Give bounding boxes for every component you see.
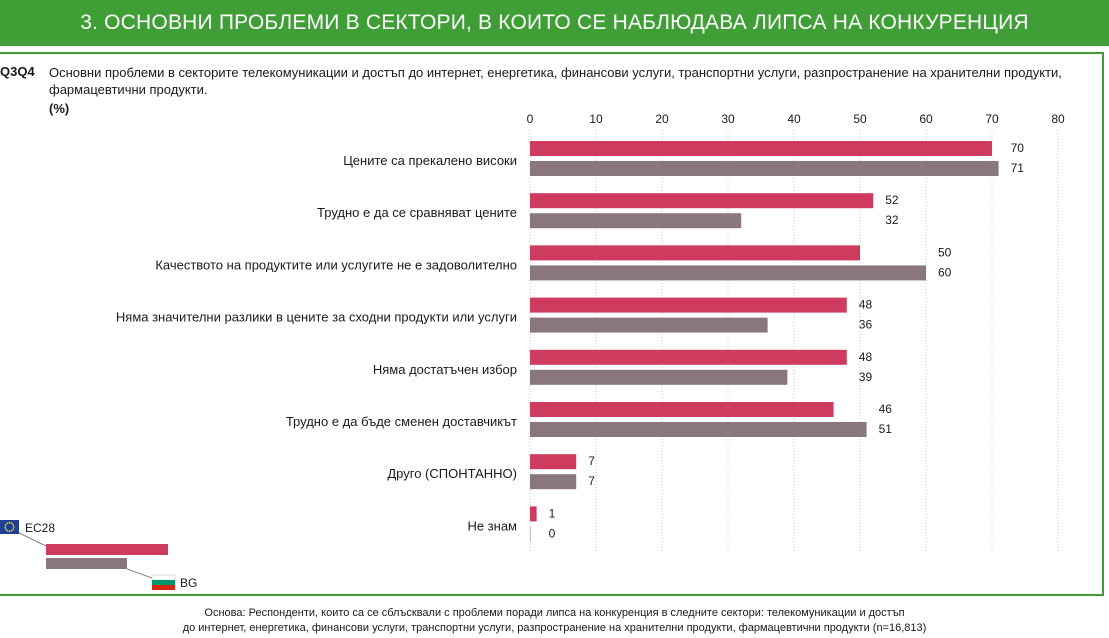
data-label-eu28: 52: [885, 193, 899, 207]
footnote: Основа: Респонденти, които са се сблъскв…: [0, 606, 1109, 636]
bar-bg: [530, 161, 999, 176]
bar-bg: [530, 526, 531, 542]
data-label-bg: 7: [588, 474, 595, 488]
x-tick-label: 40: [787, 112, 801, 126]
x-tick-label: 70: [985, 112, 999, 126]
data-label-eu28: 70: [1011, 141, 1025, 155]
data-label-eu28: 1: [549, 506, 556, 520]
legend-swatch-eu28: [46, 544, 168, 555]
question-text: Основни проблеми в секторите телекомуник…: [49, 65, 1062, 97]
page-header: 3. ОСНОВНИ ПРОБЛЕМИ В СЕКТОРИ, В КОИТО С…: [0, 0, 1109, 46]
page-title: 3. ОСНОВНИ ПРОБЛЕМИ В СЕКТОРИ, В КОИТО С…: [80, 11, 1029, 34]
x-tick-label: 30: [721, 112, 735, 126]
category-label: Няма значителни разлики в цените за сход…: [116, 310, 517, 325]
data-label-bg: 71: [1011, 161, 1025, 175]
legend-connector: [126, 568, 153, 579]
bg-flag-icon: [151, 574, 176, 581]
bar-eu28: [530, 402, 834, 417]
bar-bg: [530, 265, 926, 281]
data-label-bg: 51: [879, 422, 893, 436]
eu-flag-star: [10, 522, 13, 525]
legend-swatch-bg: [46, 558, 127, 569]
legend-connector: [18, 532, 47, 547]
bar-eu28: [530, 454, 577, 470]
data-label-bg: 60: [938, 265, 952, 279]
bar-eu28: [530, 141, 992, 156]
eu-flag-star: [8, 530, 11, 533]
unit-label: (%): [49, 101, 70, 116]
eu-flag-star: [12, 528, 15, 531]
eu-flag-star: [6, 529, 9, 532]
bar-eu28: [530, 245, 860, 261]
category-label: Друго (СПОНТАННО): [387, 466, 517, 481]
category-label: Не знам: [467, 518, 517, 533]
eu-flag-star: [12, 523, 15, 526]
category-label: Трудно е да бъде сменен доставчикът: [286, 414, 517, 429]
question-code: Q3Q4: [0, 64, 35, 79]
data-label-eu28: 50: [938, 245, 952, 259]
bg-flag-stripe-green: [152, 580, 175, 585]
data-label-eu28: 7: [588, 454, 595, 468]
category-label: Няма достатъчен избор: [373, 362, 517, 377]
legend-label-bg: BG: [180, 576, 197, 590]
legend-label-eu28: EC28: [25, 521, 55, 535]
footnote-line-1: Основа: Респонденти, които са се сблъскв…: [204, 607, 905, 619]
eu-flag-star: [8, 521, 11, 524]
bar-eu28: [530, 506, 537, 522]
eu-flag-star: [10, 529, 13, 532]
eu-flag-star: [4, 523, 7, 526]
bg-flag-stripe-red: [152, 585, 175, 590]
data-label-bg: 36: [859, 318, 873, 332]
data-label-bg: 32: [885, 213, 899, 227]
data-label-eu28: 48: [859, 350, 873, 364]
eu-flag-star: [4, 528, 7, 531]
eu-flag-star: [12, 526, 15, 528]
data-label-bg: 39: [859, 370, 873, 384]
bar-eu28: [530, 349, 847, 365]
bar-eu28: [530, 193, 874, 209]
bar-bg: [530, 369, 788, 385]
bar-bg: [530, 474, 577, 490]
data-label-bg: 0: [549, 526, 556, 540]
x-tick-label: 60: [919, 112, 933, 126]
data-label-eu28: 48: [859, 298, 873, 312]
eu-flag-icon: [0, 520, 19, 534]
x-tick-label: 10: [589, 112, 603, 126]
bar-bg: [530, 422, 867, 437]
x-tick-label: 20: [655, 112, 669, 126]
category-label: Цените са прекалено високи: [343, 153, 517, 168]
data-label-eu28: 46: [879, 402, 893, 416]
bar-eu28: [530, 297, 847, 313]
x-tick-label: 80: [1051, 112, 1065, 126]
x-tick-label: 50: [853, 112, 867, 126]
footnote-line-2: до интернет, енергетика, финансови услуг…: [182, 622, 927, 634]
category-label: Трудно е да се сравняват цените: [317, 205, 517, 220]
category-label: Качеството на продуктите или услугите не…: [155, 257, 517, 272]
eu-flag-star: [6, 522, 9, 525]
eu-flag-star: [4, 526, 7, 528]
bar-bg: [530, 317, 768, 333]
content-frame: [0, 52, 1104, 596]
x-tick-label: 0: [527, 112, 534, 126]
bar-bg: [530, 213, 742, 229]
